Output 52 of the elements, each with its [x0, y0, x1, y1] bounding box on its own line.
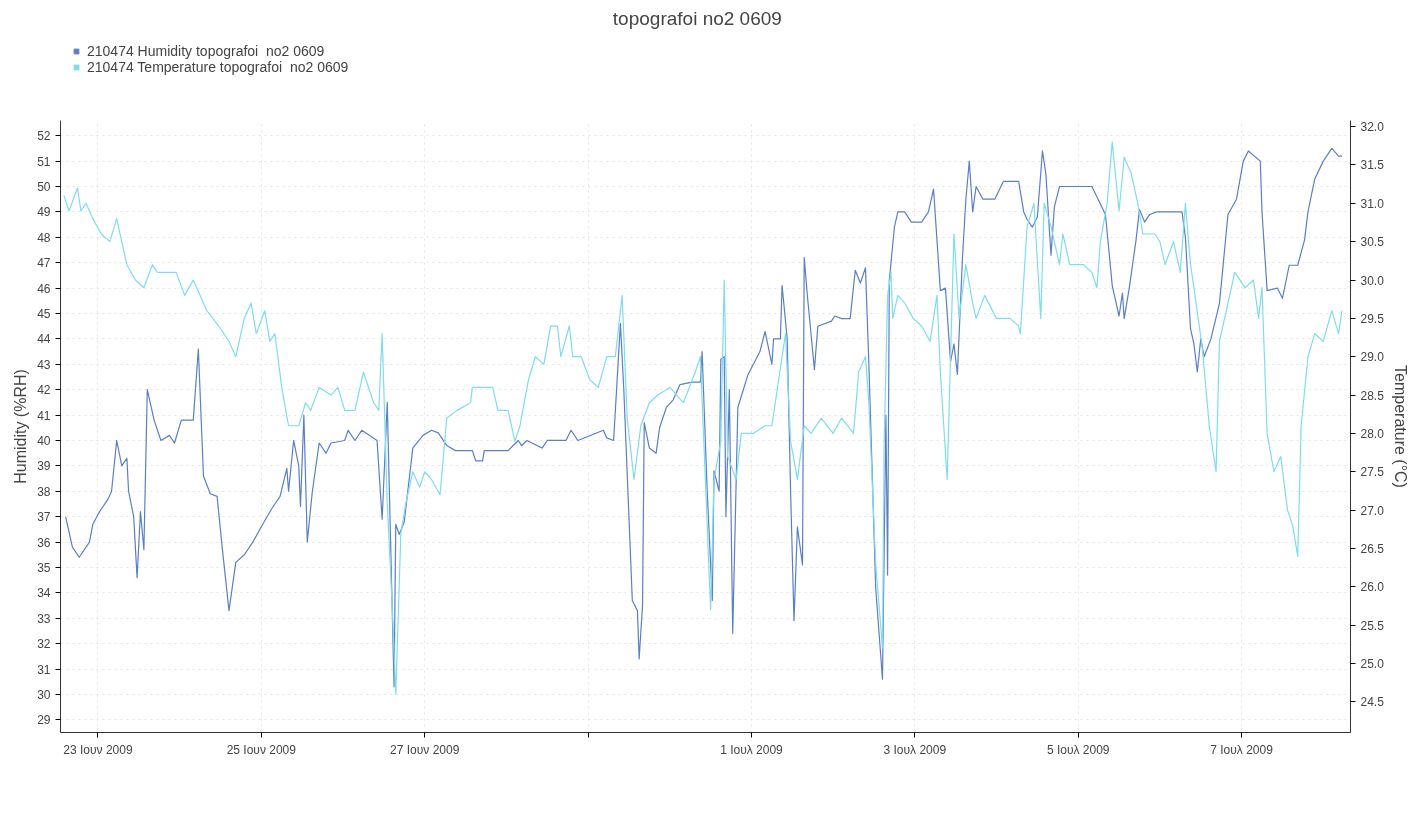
y-tick-label: 36 [37, 535, 51, 550]
y2-tick-label: 28.0 [1360, 426, 1385, 441]
y2-tick-label: 25.0 [1360, 656, 1385, 671]
y2-tick-label: 31.0 [1360, 196, 1385, 211]
y-tick-label: 29 [37, 713, 51, 728]
y-tick-label: 37 [37, 510, 51, 525]
y-tick-label: 49 [37, 205, 51, 220]
y-tick-label: 42 [37, 383, 51, 398]
y2-tick-label: 26.0 [1360, 580, 1385, 595]
x-tick-label: 1 Ιουλ 2009 [720, 742, 784, 757]
y-tick-label: 43 [37, 357, 51, 372]
y-tick-label: 38 [37, 484, 51, 499]
y2-tick-label: 29.0 [1360, 350, 1385, 365]
y-tick-label: 45 [37, 307, 51, 321]
y2-tick-label: 25.5 [1360, 618, 1385, 633]
y-tick-label: 35 [37, 560, 51, 575]
y-tick-label: 47 [37, 256, 51, 271]
y2-axis-title: Temperature (°C) [1391, 365, 1409, 488]
y2-tick-label: 24.5 [1360, 695, 1385, 710]
legend-label: 210474 Humidity topografoi no2 0609 [87, 43, 325, 59]
y-tick-label: 50 [37, 180, 51, 195]
y2-tick-label: 32.0 [1360, 120, 1385, 135]
y-tick-label: 31 [37, 662, 51, 677]
y-tick-label: 34 [37, 586, 51, 601]
y2-tick-label: 27.0 [1360, 503, 1385, 518]
chart-title: topografoi no2 0609 [612, 7, 782, 29]
y2-tick-label: 26.5 [1360, 541, 1385, 556]
x-tick-label: 23 Ιουν 2009 [63, 742, 133, 757]
y2-tick-label: 28.5 [1360, 388, 1385, 403]
y-tick-label: 52 [37, 129, 51, 144]
x-tick-label: 27 Ιουν 2009 [390, 742, 460, 757]
y-tick-label: 44 [37, 332, 51, 347]
y-tick-label: 46 [37, 281, 51, 296]
y-tick-label: 32 [37, 637, 51, 652]
y2-tick-label: 30.5 [1360, 235, 1385, 250]
x-tick-label: 25 Ιουν 2009 [226, 742, 297, 757]
y2-tick-label: 31.5 [1360, 158, 1385, 173]
y-axis-title: Humidity (%RH) [12, 369, 30, 484]
x-tick-label: 5 Ιουλ 2009 [1046, 742, 1110, 757]
x-tick-label: 3 Ιουλ 2009 [883, 742, 947, 757]
y2-tick-label: 30.0 [1360, 273, 1385, 288]
y-tick-label: 33 [37, 611, 51, 626]
legend-label: 210474 Temperature topografoi no2 0609 [87, 59, 349, 75]
y-tick-label: 30 [37, 687, 51, 702]
x-tick-label: 7 Ιουλ 2009 [1210, 742, 1274, 757]
y2-tick-label: 29.5 [1360, 311, 1385, 326]
y2-tick-label: 27.5 [1360, 465, 1385, 480]
y-tick-label: 48 [37, 230, 51, 245]
y-tick-label: 40 [37, 433, 51, 448]
y-tick-label: 41 [37, 408, 51, 423]
y-tick-label: 39 [37, 459, 51, 474]
y-tick-label: 51 [37, 154, 51, 169]
